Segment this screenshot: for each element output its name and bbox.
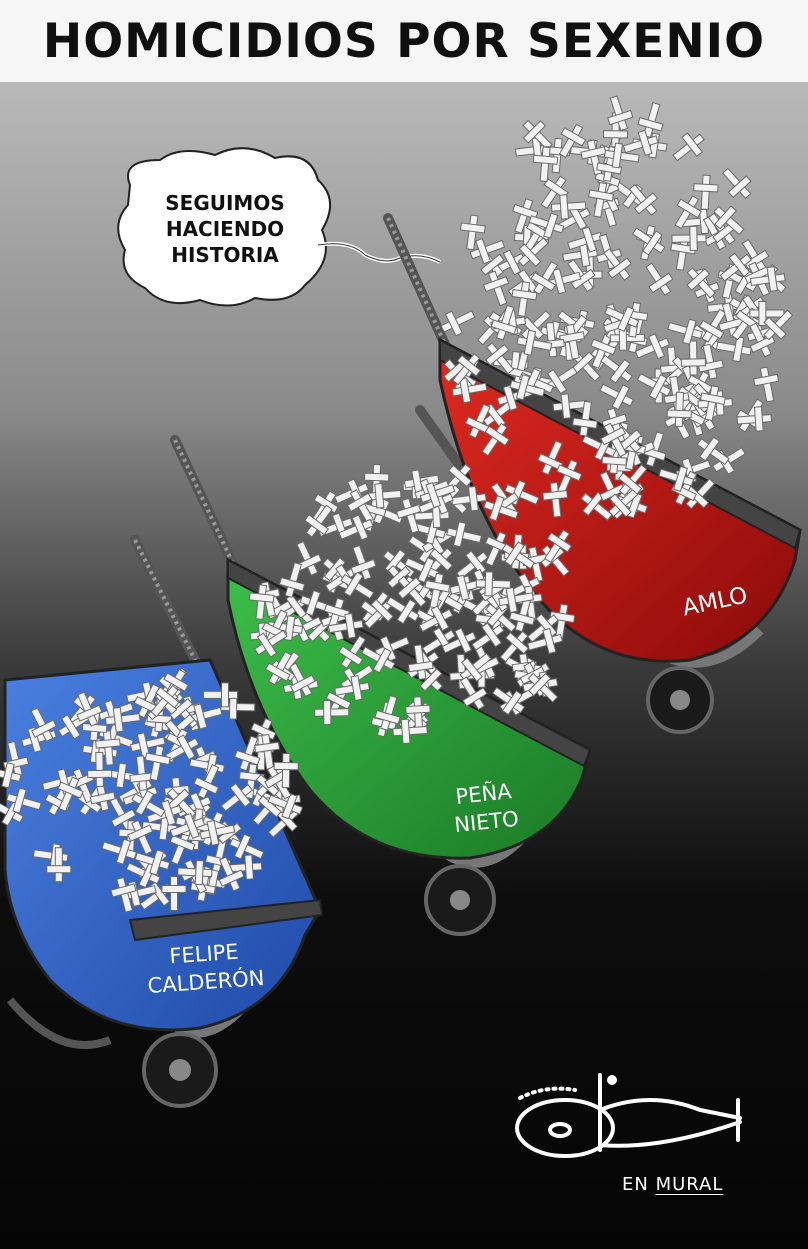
speech-line: HISTORIA [171,243,279,267]
speech-bubble [117,147,441,307]
wheelbarrow-pena-nieto [170,435,592,936]
cartoonist-signature-icon [515,1073,742,1158]
publication-credit: EN MURAL [622,1174,762,1195]
label-calderon: FELIPE CALDERÓN [118,934,291,1002]
cartoon-scene [0,82,808,1249]
speech-line: HACIENDO [165,217,285,241]
wheelbarrow-calderon [0,535,324,1108]
credit-publication: MURAL [655,1174,724,1195]
credit-prefix: EN [622,1174,649,1195]
cartoon-title: HOMICIDIOS POR SEXENIO [0,0,808,84]
speech-line: SEGUIMOS [165,191,285,215]
speech-bubble-text: SEGUIMOS HACIENDO HISTORIA [140,190,310,268]
label-pena-nieto: PEÑA NIETO [427,774,542,841]
